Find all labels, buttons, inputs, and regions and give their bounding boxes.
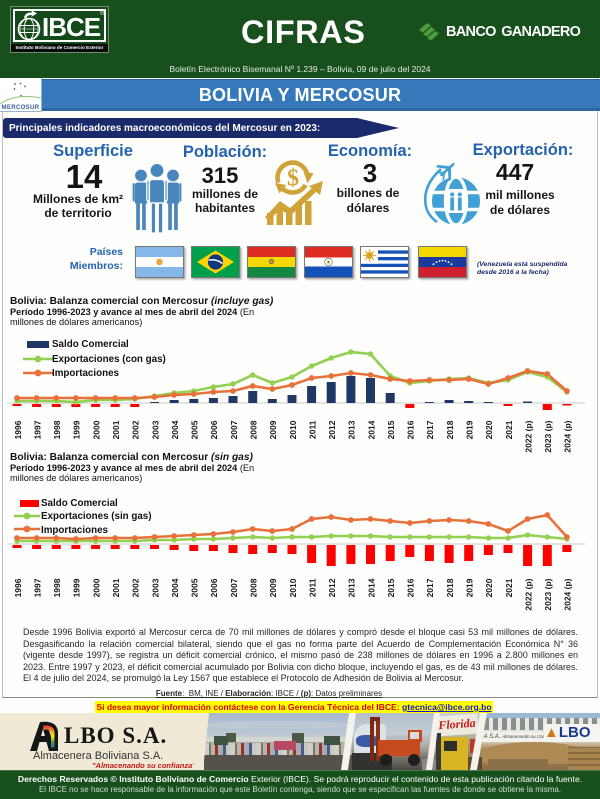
svg-text:2006: 2006 — [209, 420, 219, 439]
svg-text:1997: 1997 — [32, 578, 42, 597]
svg-text:2000: 2000 — [91, 578, 101, 597]
svg-text:2011: 2011 — [307, 420, 317, 439]
svg-text:2002: 2002 — [131, 420, 141, 439]
svg-text:2007: 2007 — [229, 420, 239, 439]
svg-text:1998: 1998 — [52, 420, 62, 439]
svg-text:2016: 2016 — [406, 420, 416, 439]
svg-text:2019: 2019 — [465, 420, 475, 439]
svg-text:2022 (p): 2022 (p) — [523, 578, 533, 610]
svg-text:2022 (p): 2022 (p) — [523, 420, 533, 452]
svg-text:2019: 2019 — [465, 578, 475, 597]
svg-text:2008: 2008 — [249, 420, 259, 439]
svg-text:2014: 2014 — [366, 420, 376, 439]
svg-text:2016: 2016 — [406, 578, 416, 597]
svg-text:2024 (p): 2024 (p) — [563, 578, 573, 610]
svg-text:2007: 2007 — [229, 578, 239, 597]
svg-text:2003: 2003 — [150, 578, 160, 597]
svg-text:2015: 2015 — [386, 420, 396, 439]
svg-text:2014: 2014 — [366, 578, 376, 597]
svg-text:2011: 2011 — [307, 578, 317, 597]
svg-text:1996: 1996 — [13, 420, 23, 439]
svg-text:2003: 2003 — [150, 420, 160, 439]
svg-text:2005: 2005 — [190, 420, 200, 439]
svg-text:2012: 2012 — [327, 578, 337, 597]
svg-text:2020: 2020 — [484, 578, 494, 597]
svg-text:$: $ — [287, 166, 299, 192]
svg-text:2001: 2001 — [111, 578, 121, 597]
svg-text:2004: 2004 — [170, 578, 180, 597]
svg-text:2009: 2009 — [268, 420, 278, 439]
svg-text:2023 (p): 2023 (p) — [543, 420, 553, 452]
svg-text:2018: 2018 — [445, 578, 455, 597]
svg-text:2017: 2017 — [425, 420, 435, 439]
svg-text:2015: 2015 — [386, 578, 396, 597]
svg-text:2012: 2012 — [327, 420, 337, 439]
svg-text:1997: 1997 — [32, 420, 42, 439]
svg-text:2001: 2001 — [111, 420, 121, 439]
svg-text:1998: 1998 — [52, 578, 62, 597]
svg-text:2004: 2004 — [170, 420, 180, 439]
svg-text:2000: 2000 — [91, 420, 101, 439]
svg-text:2010: 2010 — [288, 578, 298, 597]
svg-text:1999: 1999 — [72, 420, 82, 439]
svg-text:MERCOSUR: MERCOSUR — [2, 104, 40, 111]
svg-text:2024 (p): 2024 (p) — [563, 420, 573, 452]
svg-text:2013: 2013 — [347, 578, 357, 597]
svg-text:2009: 2009 — [268, 578, 278, 597]
svg-text:1996: 1996 — [13, 578, 23, 597]
svg-text:2008: 2008 — [249, 578, 259, 597]
svg-text:2017: 2017 — [425, 578, 435, 597]
svg-text:1999: 1999 — [72, 578, 82, 597]
svg-text:2018: 2018 — [445, 420, 455, 439]
svg-text:2005: 2005 — [190, 578, 200, 597]
svg-text:2021: 2021 — [504, 578, 514, 597]
svg-text:2020: 2020 — [484, 420, 494, 439]
svg-text:2006: 2006 — [209, 578, 219, 597]
svg-text:2010: 2010 — [288, 420, 298, 439]
svg-text:2021: 2021 — [504, 420, 514, 439]
svg-text:2013: 2013 — [347, 420, 357, 439]
svg-text:2002: 2002 — [131, 578, 141, 597]
svg-text:2023 (p): 2023 (p) — [543, 578, 553, 610]
